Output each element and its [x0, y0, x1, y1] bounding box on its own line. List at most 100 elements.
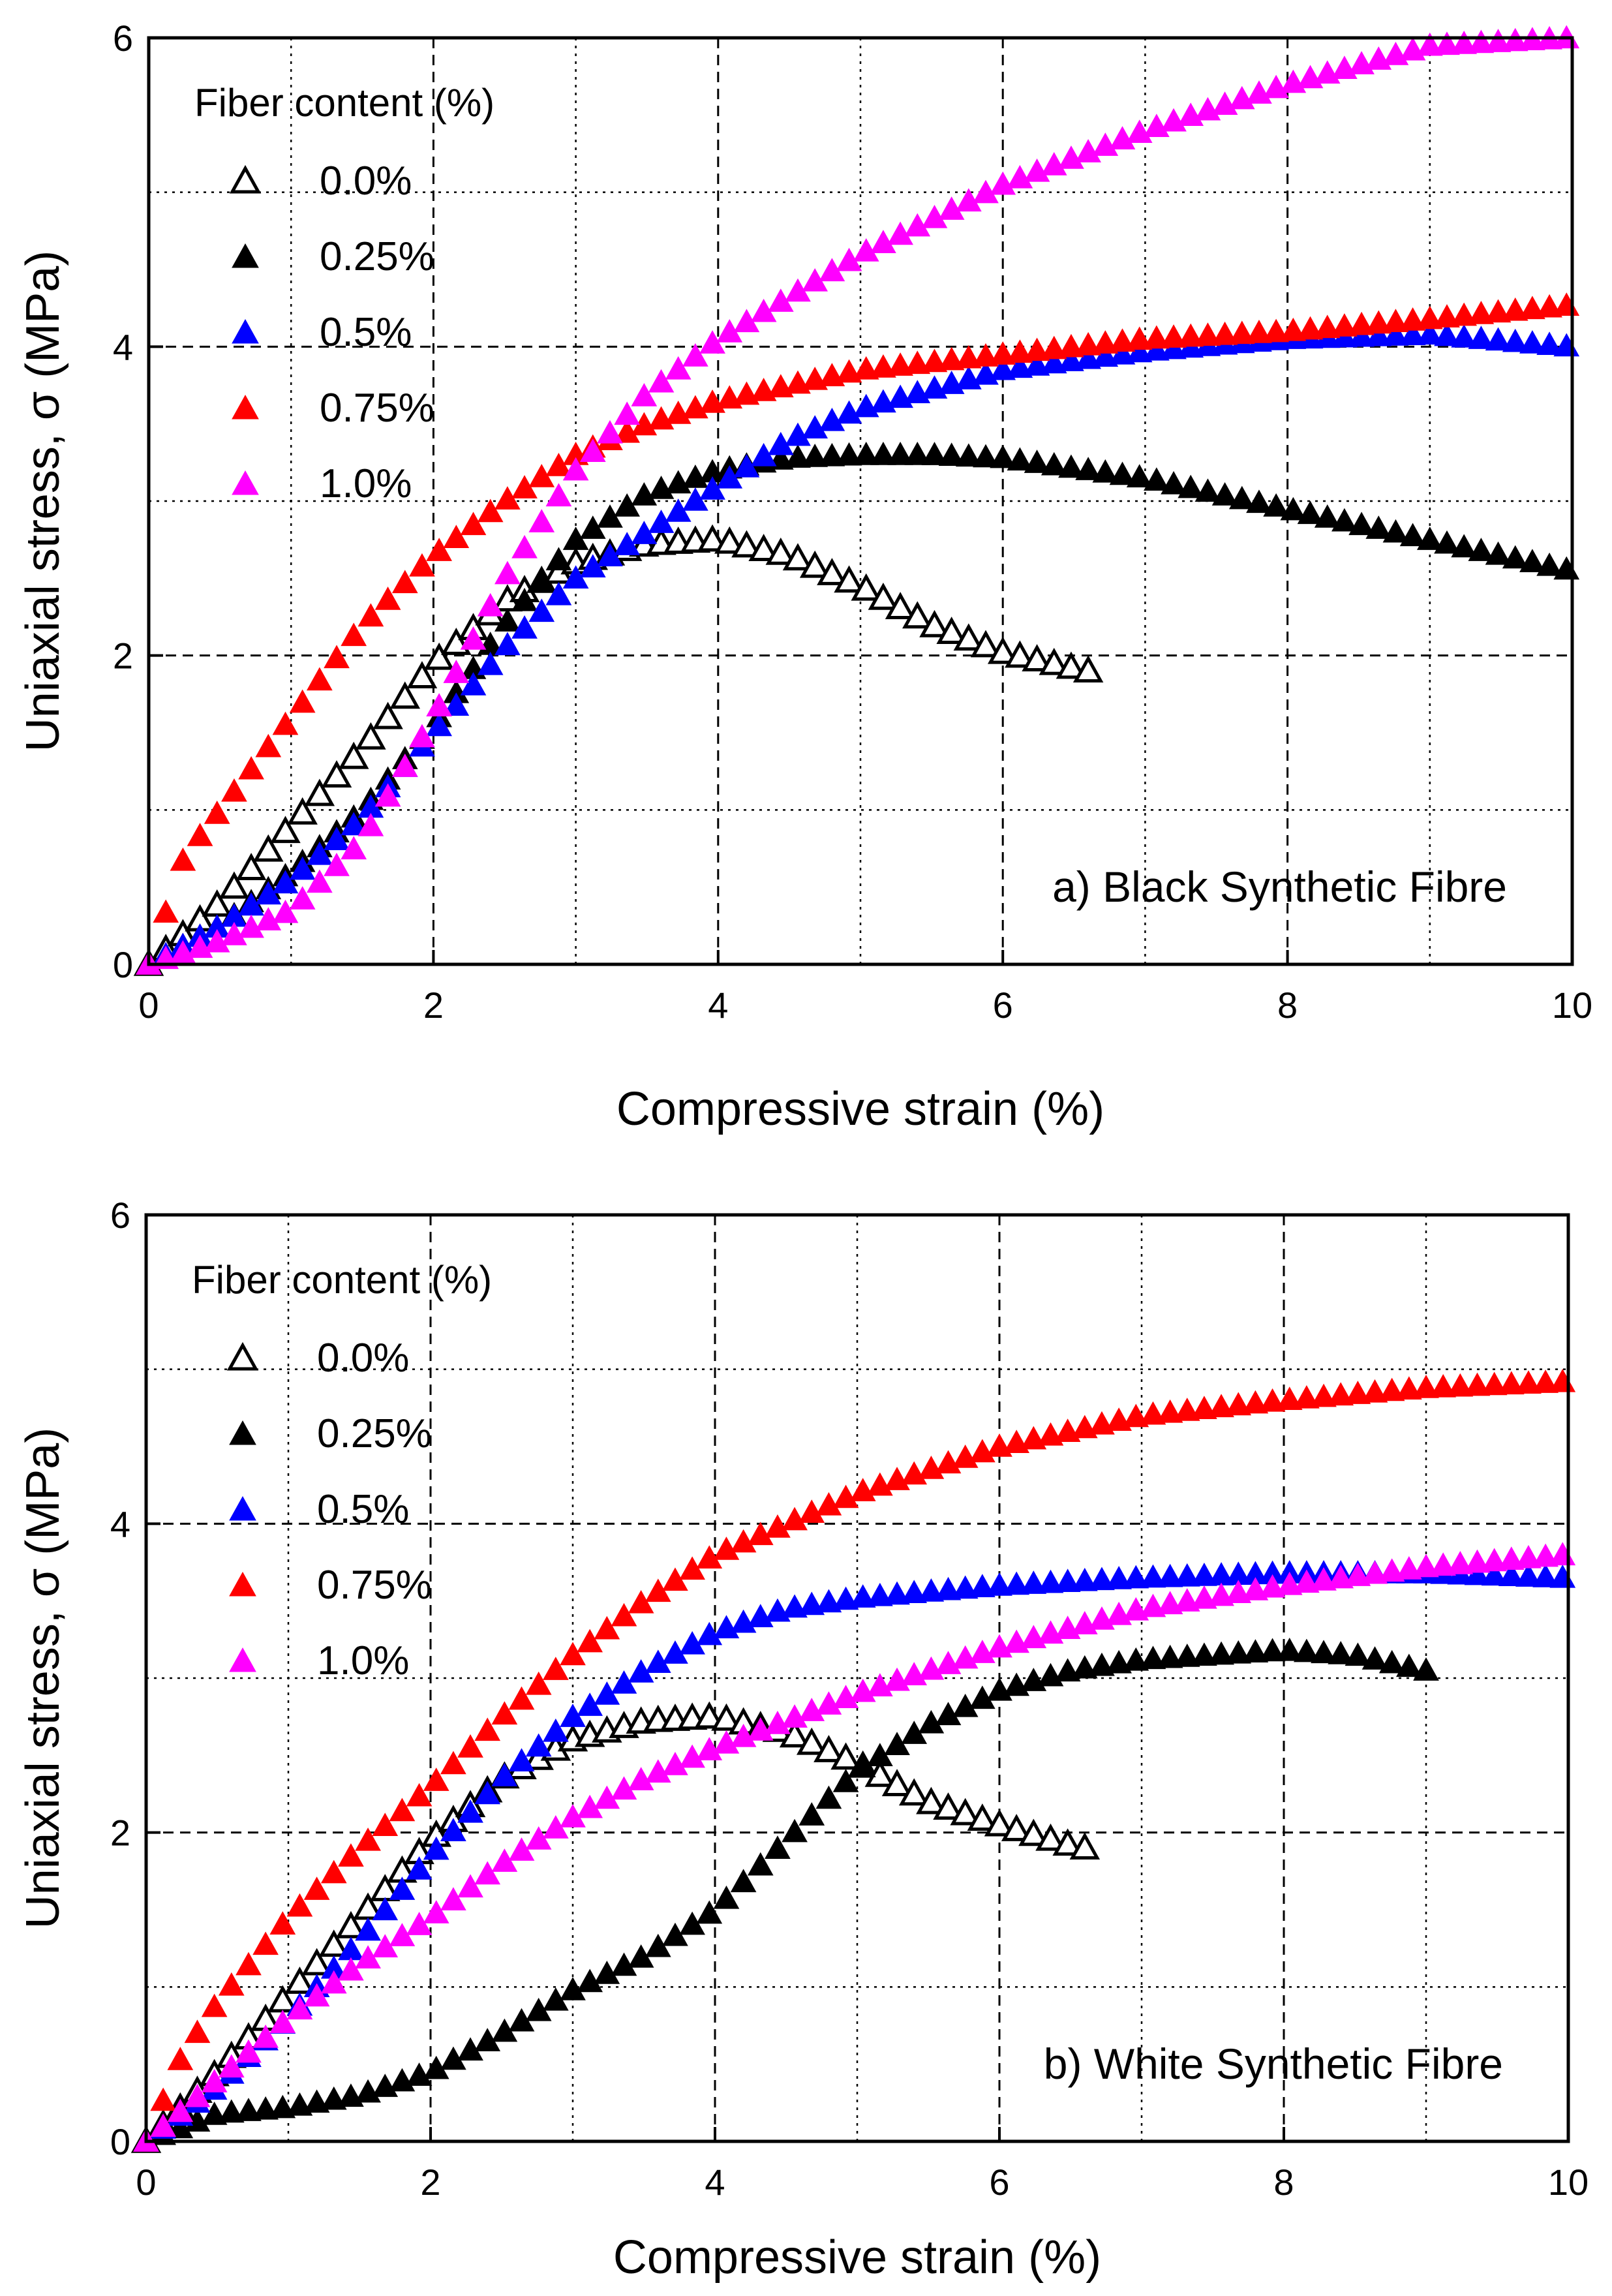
data-point: [320, 1860, 347, 1884]
data-point: [289, 856, 316, 880]
data-point: [374, 586, 401, 610]
data-point: [443, 692, 470, 716]
data-point: [815, 1785, 842, 1809]
data-point: [1191, 1396, 1217, 1419]
data-point: [887, 441, 913, 465]
data-point: [545, 581, 572, 605]
data-point: [697, 524, 728, 552]
data-point: [545, 483, 572, 507]
data-point: [1058, 333, 1084, 358]
data-point: [918, 1578, 945, 1602]
series-1p0pct: [136, 25, 1580, 975]
data-point: [747, 1717, 774, 1741]
data-point: [990, 444, 1016, 468]
data-point: [1416, 305, 1443, 329]
data-point: [409, 553, 435, 577]
data-point: [1194, 322, 1221, 346]
data-point: [1018, 1818, 1049, 1846]
x-axis-title: Compressive strain (%): [616, 1083, 1104, 1135]
data-point: [355, 1827, 381, 1851]
data-point: [885, 592, 916, 619]
x-tick-label: 4: [705, 2162, 725, 2203]
data-point: [1174, 1644, 1200, 1667]
data-point: [1515, 1544, 1542, 1569]
data-point: [984, 1809, 1015, 1837]
data-point: [682, 343, 708, 367]
data-point: [1069, 1832, 1101, 1860]
data-point: [1024, 158, 1050, 182]
data-point: [935, 1576, 962, 1600]
data-point: [1263, 318, 1289, 343]
legend: Fiber content (%) 0.0% 0.25% 0.5% 0.75% 1.0%: [192, 1258, 492, 1683]
data-point: [153, 899, 179, 923]
legend-label: 0.25%: [320, 234, 434, 279]
data-point: [1468, 326, 1495, 349]
data-point: [218, 2099, 245, 2123]
data-point: [1382, 322, 1409, 346]
data-point: [1109, 126, 1136, 149]
data-point: [335, 1910, 367, 1938]
data-point: [372, 1897, 399, 1921]
data-point: [341, 836, 367, 860]
data-point: [1005, 640, 1035, 668]
legend-label: 0.0%: [320, 159, 412, 204]
data-point: [987, 636, 1018, 664]
y-tick-label: 0: [113, 944, 133, 985]
data-point: [389, 1876, 416, 1900]
data-point: [713, 1537, 740, 1560]
x-tick-label: 2: [420, 2162, 440, 2203]
data-point: [1035, 1823, 1066, 1851]
data-point: [1297, 500, 1324, 525]
plot-frame: [147, 36, 1574, 966]
data-point: [389, 1798, 416, 1822]
data-point: [631, 482, 658, 506]
data-point: [542, 1657, 569, 1680]
data-point: [796, 1727, 827, 1755]
data-point: [1144, 325, 1170, 349]
data-point: [1447, 1551, 1474, 1574]
data-point: [460, 672, 487, 696]
data-point: [423, 642, 455, 670]
data-point: [798, 1499, 825, 1523]
data-point: [802, 415, 829, 438]
data-point: [1123, 1647, 1149, 1671]
data-point: [440, 1887, 466, 1911]
data-point: [1553, 292, 1580, 316]
data-point: [1485, 327, 1512, 351]
y-tick-label: 6: [110, 1195, 130, 1236]
data-point: [1106, 1566, 1132, 1589]
data-point: [1519, 330, 1545, 354]
data-point: [525, 1733, 552, 1757]
data-point: [1041, 335, 1067, 360]
data-point: [150, 2087, 177, 2111]
plot-frame: [144, 1213, 1570, 2143]
data-point: [832, 1685, 859, 1708]
y-axis-title: Uniaxial stress, σ (MPa): [17, 251, 69, 752]
x-tick-label: 6: [993, 985, 1013, 1026]
data-point: [967, 1803, 998, 1831]
data-point: [1157, 1563, 1183, 1587]
data-point: [423, 1768, 449, 1791]
data-point: [357, 603, 384, 627]
data-point: [373, 701, 403, 729]
data-point: [1007, 164, 1033, 189]
data-point: [1041, 151, 1067, 176]
data-point: [1024, 337, 1050, 361]
legend-marker: [229, 1420, 256, 1445]
data-point: [785, 444, 811, 468]
data-point: [1276, 1386, 1303, 1410]
x-tick-label: 6: [989, 2162, 1009, 2203]
data-point: [1020, 1570, 1047, 1594]
data-point: [868, 582, 899, 610]
data-point: [1259, 1388, 1286, 1412]
data-point: [815, 1691, 842, 1715]
data-point: [1144, 467, 1170, 491]
data-point: [218, 1972, 245, 1996]
data-point: [990, 341, 1016, 365]
data-point: [391, 570, 418, 594]
data-point: [970, 630, 1001, 658]
data-point: [579, 438, 606, 462]
data-point: [713, 1885, 740, 1909]
data-point: [474, 1861, 501, 1885]
data-point: [904, 441, 931, 465]
